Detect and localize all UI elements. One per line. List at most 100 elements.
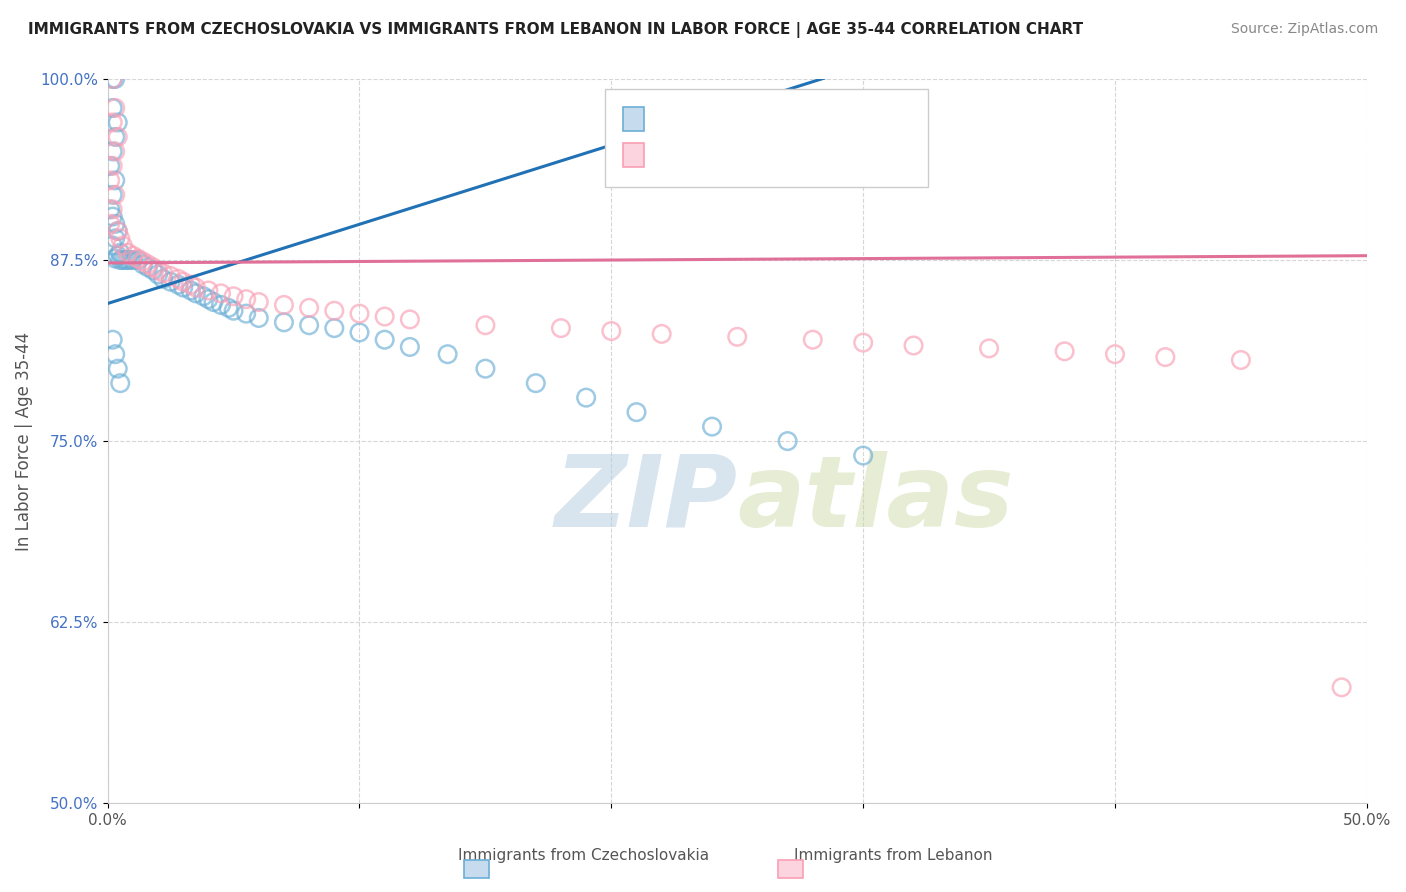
Point [977,342,1000,356]
Point [852,449,875,463]
Point [117,245,139,260]
Point [101,101,124,115]
Point [776,434,799,449]
Text: IMMIGRANTS FROM CZECHOSLOVAKIA VS IMMIGRANTS FROM LEBANON IN LABOR FORCE | AGE 3: IMMIGRANTS FROM CZECHOSLOVAKIA VS IMMIGR… [28,22,1083,38]
Point [474,361,496,376]
Point [104,72,127,87]
Point [101,159,124,173]
Point [399,312,422,326]
Point [110,231,132,245]
Point [852,335,875,350]
Point [180,284,202,298]
Point [172,280,194,294]
Text: R = 0.300    N = 61: R = 0.300 N = 61 [657,113,848,131]
Point [114,253,136,268]
Point [127,253,149,268]
Point [202,295,225,310]
Point [110,376,132,391]
Point [349,307,371,321]
Point [197,284,219,298]
Point [101,238,124,252]
Point [349,326,371,340]
Point [1104,347,1126,361]
Text: atlas: atlas [737,450,1014,548]
Point [146,263,169,277]
Point [1053,344,1076,359]
Point [98,159,121,173]
Point [374,333,396,347]
Point [142,260,165,275]
Point [474,318,496,333]
Point [298,318,321,333]
Point [903,338,925,352]
Point [104,252,127,266]
Point [626,405,648,419]
Point [104,101,127,115]
Point [132,257,155,271]
Point [323,303,346,318]
Point [323,321,346,335]
Point [107,224,129,238]
Point [399,340,422,354]
Point [104,231,127,245]
Point [273,315,295,329]
Point [101,210,124,224]
Point [550,321,572,335]
Point [101,72,124,87]
Point [107,361,129,376]
Point [104,145,127,159]
Point [121,253,143,268]
Y-axis label: In Labor Force | Age 35-44: In Labor Force | Age 35-44 [15,332,32,550]
Point [111,253,134,268]
Point [104,217,127,231]
Text: Immigrants from Lebanon: Immigrants from Lebanon [793,848,993,863]
Text: R = 0.009    N = 51: R = 0.009 N = 51 [657,149,848,167]
Point [159,268,181,283]
Point [152,266,174,280]
Point [167,272,190,286]
Point [374,310,396,324]
Point [222,289,245,303]
Point [159,275,181,289]
Point [1330,681,1353,695]
Point [117,253,139,268]
Point [104,173,127,187]
Point [136,260,159,275]
Point [110,245,132,260]
Point [142,263,165,277]
Point [98,173,121,187]
Point [1230,353,1253,368]
Point [104,187,127,202]
Point [101,202,124,217]
Point [121,249,143,263]
Point [101,333,124,347]
Point [101,145,124,159]
Point [575,391,598,405]
Text: ZIP: ZIP [554,450,737,548]
Point [152,272,174,286]
Point [101,72,124,87]
Point [247,295,270,310]
Point [600,324,623,338]
Point [132,254,155,268]
Point [101,115,124,129]
Point [146,268,169,282]
Point [209,298,232,312]
Point [801,333,824,347]
Point [167,277,190,292]
Point [651,326,673,341]
Point [127,252,149,266]
Point [107,115,129,129]
Point [1154,350,1177,364]
Point [235,292,257,306]
Point [209,286,232,301]
Point [436,347,458,361]
Point [180,277,202,292]
Point [104,129,127,144]
Point [273,298,295,312]
Point [193,289,215,303]
Point [184,286,207,301]
Point [104,347,127,361]
Point [98,217,121,231]
Point [110,253,132,268]
